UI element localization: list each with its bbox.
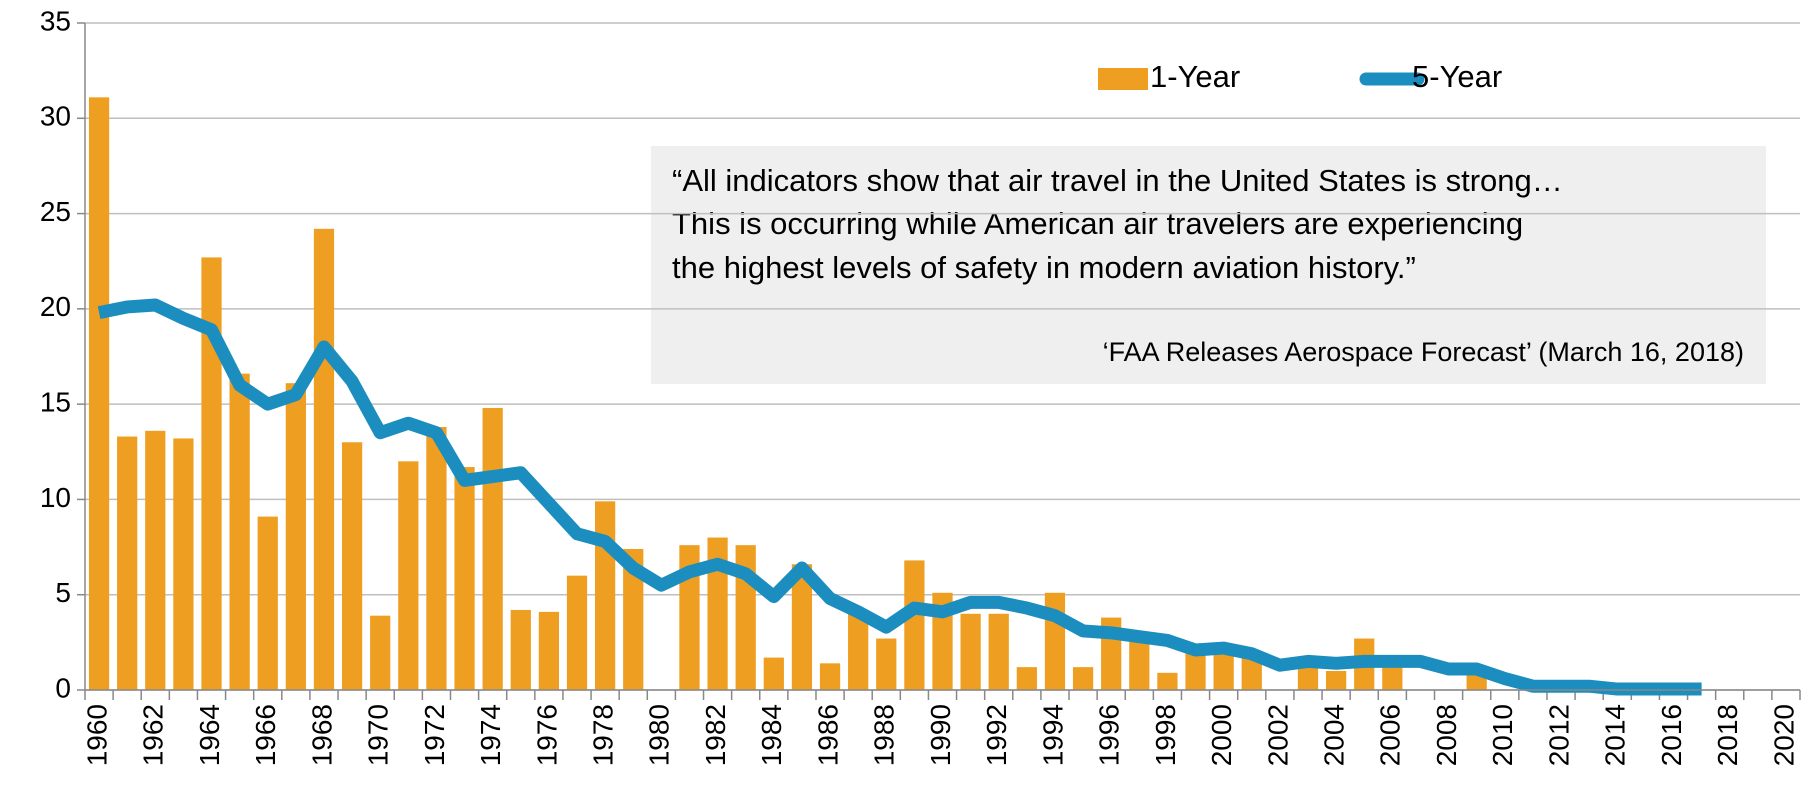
x-tick-label: 1990 (925, 704, 956, 766)
bar (201, 257, 222, 690)
x-tick-label: 1962 (138, 704, 169, 766)
x-tick-label: 2004 (1318, 704, 1349, 766)
y-tick-label: 25 (40, 196, 71, 227)
bar (117, 436, 138, 690)
bar (229, 373, 250, 690)
y-tick-label: 0 (55, 672, 71, 703)
bar (876, 638, 897, 690)
bar (1325, 670, 1347, 690)
x-tick-label: 1964 (194, 704, 225, 766)
bar (145, 430, 166, 690)
x-tick-label: 2020 (1768, 704, 1799, 766)
bar (454, 467, 475, 690)
x-tick-label: 2006 (1375, 704, 1406, 766)
bar (538, 611, 560, 690)
x-tick-label: 2016 (1656, 704, 1687, 766)
bar (285, 383, 306, 690)
x-tick-label: 1986 (812, 704, 843, 766)
bar (1213, 651, 1234, 690)
legend-label: 5-Year (1412, 59, 1502, 94)
bar (482, 407, 503, 690)
bar (848, 613, 869, 690)
quote-line: “All indicators show that air travel in … (672, 163, 1563, 198)
bar (398, 461, 419, 690)
line (97, 298, 1702, 696)
quote-box (651, 146, 1766, 384)
bar (763, 657, 784, 690)
bar (988, 613, 1009, 690)
y-tick-label: 30 (40, 101, 71, 132)
bar (595, 501, 616, 690)
x-tick-label: 1984 (756, 704, 787, 766)
bar (1016, 667, 1037, 690)
y-tick-label: 10 (40, 482, 71, 513)
x-tick-label: 1966 (250, 704, 281, 766)
x-tick-label: 1974 (475, 704, 506, 766)
x-tick-label: 1996 (1094, 704, 1125, 766)
x-tick-label: 1970 (363, 704, 394, 766)
x-tick-label: 1994 (1037, 704, 1068, 766)
x-tick-label: 1992 (981, 704, 1012, 766)
bar (1241, 657, 1262, 690)
bar (1297, 665, 1319, 690)
y-tick-label: 35 (40, 5, 71, 36)
bar (510, 609, 531, 690)
x-tick-label: 1976 (531, 704, 562, 766)
quote-line: This is occurring while American air tra… (672, 206, 1523, 241)
x-tick-label: 2000 (1206, 704, 1237, 766)
bar (173, 438, 194, 690)
x-tick-label: 1982 (700, 704, 731, 766)
legend-label: 1-Year (1150, 59, 1240, 94)
bar (819, 663, 841, 690)
bar (623, 548, 644, 690)
x-tick-label: 1968 (306, 704, 337, 766)
bar (426, 427, 447, 690)
bar (791, 564, 813, 690)
bar (313, 228, 335, 690)
x-tick-label: 1960 (81, 704, 112, 766)
bar (1157, 672, 1178, 690)
x-tick-label: 2002 (1262, 704, 1293, 766)
x-tick-label: 2018 (1712, 704, 1743, 766)
bar (257, 516, 278, 690)
bar (1129, 640, 1150, 690)
bar (1185, 651, 1206, 690)
x-tick-label: 1998 (1150, 704, 1181, 766)
y-tick-label: 5 (55, 577, 71, 608)
x-tick-label: 1978 (588, 704, 619, 766)
bar (960, 613, 981, 690)
x-tick-label: 1980 (644, 704, 675, 766)
y-tick-label: 15 (40, 387, 71, 418)
bar (566, 575, 588, 690)
x-tick-label: 2010 (1487, 704, 1518, 766)
bar (1382, 665, 1403, 690)
x-tick-label: 2008 (1431, 704, 1462, 766)
legend-swatch (1098, 68, 1148, 90)
bar (370, 615, 391, 690)
x-tick-label: 2012 (1543, 704, 1574, 766)
x-tick-label: 2014 (1600, 704, 1631, 766)
bar (88, 97, 110, 690)
bar (1072, 667, 1094, 690)
quote-source: ‘FAA Releases Aerospace Forecast’ (March… (1103, 337, 1744, 367)
x-tick-label: 1972 (419, 704, 450, 766)
x-tick-label: 1988 (869, 704, 900, 766)
bar (904, 560, 925, 690)
bar (707, 537, 728, 690)
bar (341, 442, 363, 690)
quote-line: the highest levels of safety in modern a… (672, 250, 1416, 285)
y-tick-label: 20 (40, 291, 71, 322)
